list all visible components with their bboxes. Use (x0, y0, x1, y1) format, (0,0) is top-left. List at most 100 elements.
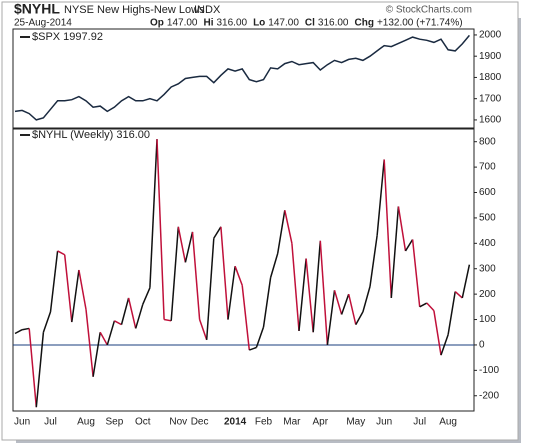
y-tick-label: 400 (479, 238, 496, 249)
x-tick-label: Jul (413, 417, 426, 428)
line-segment (440, 334, 449, 356)
y-tick-label: 1700 (479, 93, 502, 104)
y-tick-label: 200 (479, 289, 496, 300)
line-segment (149, 139, 158, 288)
line-segment (347, 293, 357, 325)
y-tick-label: 300 (479, 263, 496, 274)
line-segment (255, 326, 265, 348)
exchange: INDX (194, 4, 221, 16)
line-segment (269, 253, 279, 278)
line-segment (454, 291, 463, 299)
line-segment (397, 206, 407, 252)
line-segment (362, 286, 371, 313)
line-segment (426, 302, 435, 312)
y-tick-label: 1600 (479, 115, 502, 126)
line-segment (276, 210, 286, 254)
credit: © StockCharts.com (386, 5, 472, 16)
panel-label: $NYHL (Weekly) 316.00 (32, 129, 150, 141)
line-segment (383, 159, 393, 298)
line-segment (156, 139, 165, 320)
line-segment (35, 332, 45, 408)
date: 25-Aug-2014 (14, 18, 72, 29)
line-segment (85, 309, 94, 377)
line-segment (312, 240, 322, 333)
security-name: NYSE New Highs-New Lows (64, 4, 205, 16)
line-segment (249, 346, 257, 351)
line-segment (99, 331, 108, 346)
x-tick-label: Mar (283, 417, 301, 428)
quote-label: Op (150, 18, 164, 29)
line-segment (14, 329, 23, 335)
line-segment (184, 231, 194, 263)
line-segment (390, 206, 400, 299)
quote-label: Lo (253, 18, 265, 29)
line-segment (170, 226, 180, 321)
line-segment (78, 269, 87, 310)
line-segment (319, 240, 329, 345)
y-tick-label: 1900 (479, 51, 502, 62)
quote-value: 316.00 (216, 18, 247, 29)
line-segment (71, 269, 80, 323)
y-tick-label: -200 (479, 390, 499, 401)
x-tick-label: Nov (169, 417, 187, 428)
line-segment (376, 159, 385, 236)
symbol: $NYHL (14, 1, 60, 17)
y-tick-label: 600 (479, 187, 496, 198)
x-tick-label: Apr (313, 417, 329, 428)
line-segment (227, 266, 236, 320)
y-tick-label: 2000 (479, 30, 502, 41)
x-tick-label: Oct (135, 417, 151, 428)
line-segment (120, 297, 130, 325)
line-segment (411, 239, 421, 307)
y-tick-label: 100 (479, 314, 496, 325)
line-segment (220, 226, 229, 320)
line-segment (28, 328, 38, 408)
quote-label: Cl (305, 18, 315, 29)
quote: Op 147.00 Hi 316.00 Lo 147.00 Cl 316.00 Chg +132.… (150, 18, 463, 29)
frame (1, 1, 519, 441)
price-line (14, 34, 470, 121)
quote-value: 147.00 (268, 18, 299, 29)
line-segment (404, 239, 414, 252)
line-segment (177, 226, 187, 263)
line-segment (198, 319, 208, 341)
panel-bottom (12, 128, 475, 412)
line-segment (92, 332, 101, 377)
line-segment (419, 302, 428, 308)
line-segment (49, 250, 59, 313)
y-tick-label: 1800 (479, 72, 502, 83)
line-segment (262, 277, 272, 328)
x-tick-label: 2014 (224, 417, 247, 428)
line-segment (241, 285, 251, 351)
x-tick-label: Jun (376, 417, 392, 428)
line-segment (114, 320, 122, 326)
line-segment (305, 258, 314, 333)
quote-label: Chg (354, 18, 373, 29)
panel-top (12, 28, 475, 129)
line-segment (191, 231, 201, 320)
line-segment (57, 250, 66, 256)
y-tick-label: 700 (479, 162, 496, 173)
x-tick-label: May (346, 417, 365, 428)
y-tick-label: 800 (479, 136, 496, 147)
line-segment (369, 235, 378, 287)
line-segment (298, 258, 307, 332)
x-tick-label: Dec (191, 417, 209, 428)
line-segment (461, 264, 471, 299)
line-segment (433, 310, 442, 356)
line-segment (127, 297, 137, 329)
line-segment (326, 290, 336, 346)
quote-value: +132.00 (+71.74%) (377, 18, 463, 29)
line-segment (106, 320, 116, 346)
line-segment (234, 265, 243, 286)
line-segment (163, 318, 172, 322)
panel-label: $SPX 1997.92 (32, 31, 103, 43)
x-tick-label: Sep (106, 417, 124, 428)
line-segment (447, 291, 456, 335)
line-segment (213, 226, 222, 239)
line-segment (205, 238, 215, 340)
y-tick-label: -100 (479, 365, 499, 376)
quote-value: 316.00 (318, 18, 349, 29)
x-tick-label: Feb (255, 417, 273, 428)
x-tick-label: Aug (77, 417, 95, 428)
